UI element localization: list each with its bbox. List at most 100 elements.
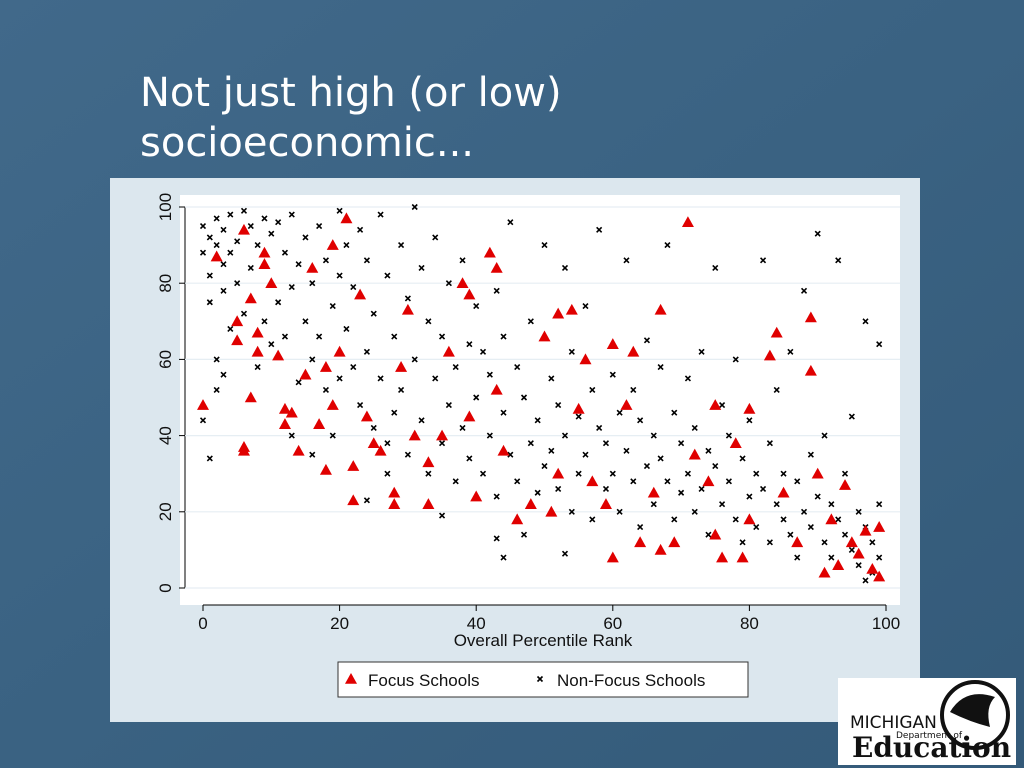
point — [220, 371, 227, 378]
point — [716, 551, 729, 563]
point — [377, 211, 384, 218]
point — [671, 516, 678, 523]
point — [589, 386, 596, 393]
point — [411, 356, 418, 363]
point — [664, 478, 671, 485]
point — [281, 333, 289, 340]
point — [306, 261, 319, 273]
point — [732, 356, 739, 363]
point — [681, 216, 694, 228]
point — [763, 349, 776, 361]
y-tick-label: 100 — [156, 193, 175, 221]
point — [876, 341, 883, 348]
y-tick-label: 60 — [156, 350, 175, 369]
point — [354, 288, 367, 300]
point — [268, 341, 275, 348]
point — [620, 399, 633, 410]
point — [770, 326, 783, 338]
point — [616, 508, 623, 515]
point — [524, 498, 537, 509]
point — [418, 264, 425, 272]
x-tick-label: 80 — [740, 614, 759, 633]
point — [725, 478, 732, 485]
point — [643, 463, 651, 470]
point — [729, 437, 742, 449]
point — [869, 539, 876, 546]
point — [473, 302, 480, 310]
point — [497, 444, 510, 456]
point — [568, 348, 575, 355]
point — [322, 386, 330, 393]
point — [759, 257, 767, 264]
point — [561, 550, 569, 557]
point — [299, 368, 312, 380]
point — [302, 318, 309, 325]
point — [866, 562, 879, 574]
point — [438, 440, 446, 447]
point — [275, 219, 282, 226]
point — [548, 447, 555, 454]
legend-marker — [536, 675, 544, 683]
point — [527, 318, 534, 325]
point — [575, 413, 582, 420]
point — [251, 326, 264, 338]
point — [240, 310, 248, 317]
point — [835, 257, 842, 264]
point — [367, 437, 380, 449]
point — [719, 501, 726, 508]
point — [391, 333, 398, 340]
point — [234, 238, 241, 245]
point — [507, 451, 514, 458]
point — [876, 554, 883, 561]
point — [841, 531, 849, 538]
point — [736, 551, 749, 563]
point — [370, 310, 377, 317]
point — [794, 554, 801, 561]
point — [804, 311, 817, 323]
point — [691, 508, 698, 515]
point — [422, 456, 435, 468]
point — [602, 440, 610, 447]
point — [326, 239, 339, 250]
point — [602, 485, 610, 493]
point — [213, 242, 220, 249]
point — [479, 348, 487, 355]
point — [852, 547, 865, 559]
point — [794, 478, 801, 485]
point — [555, 485, 562, 493]
point — [227, 211, 234, 218]
point — [391, 409, 398, 416]
point — [678, 440, 685, 447]
point — [357, 226, 364, 233]
x-tick-label: 40 — [467, 614, 486, 633]
point — [425, 318, 432, 325]
point — [773, 501, 780, 508]
point — [197, 399, 209, 410]
point — [247, 222, 254, 230]
point — [579, 353, 592, 365]
point — [220, 287, 227, 294]
point — [258, 258, 271, 269]
point — [295, 379, 302, 386]
point — [466, 341, 473, 348]
point — [319, 361, 332, 372]
point — [511, 513, 524, 525]
x-tick-label: 100 — [872, 614, 900, 633]
point — [520, 394, 528, 401]
y-tick-label: 0 — [156, 583, 175, 592]
point — [780, 516, 787, 523]
point — [545, 505, 558, 517]
point — [459, 424, 466, 432]
point — [855, 562, 862, 569]
point — [309, 356, 316, 363]
point — [432, 375, 439, 382]
point — [206, 234, 213, 241]
point — [548, 375, 555, 382]
point — [278, 418, 291, 429]
point — [527, 440, 534, 447]
point — [490, 261, 503, 273]
point — [650, 501, 657, 508]
point — [486, 432, 493, 439]
point — [876, 501, 883, 508]
